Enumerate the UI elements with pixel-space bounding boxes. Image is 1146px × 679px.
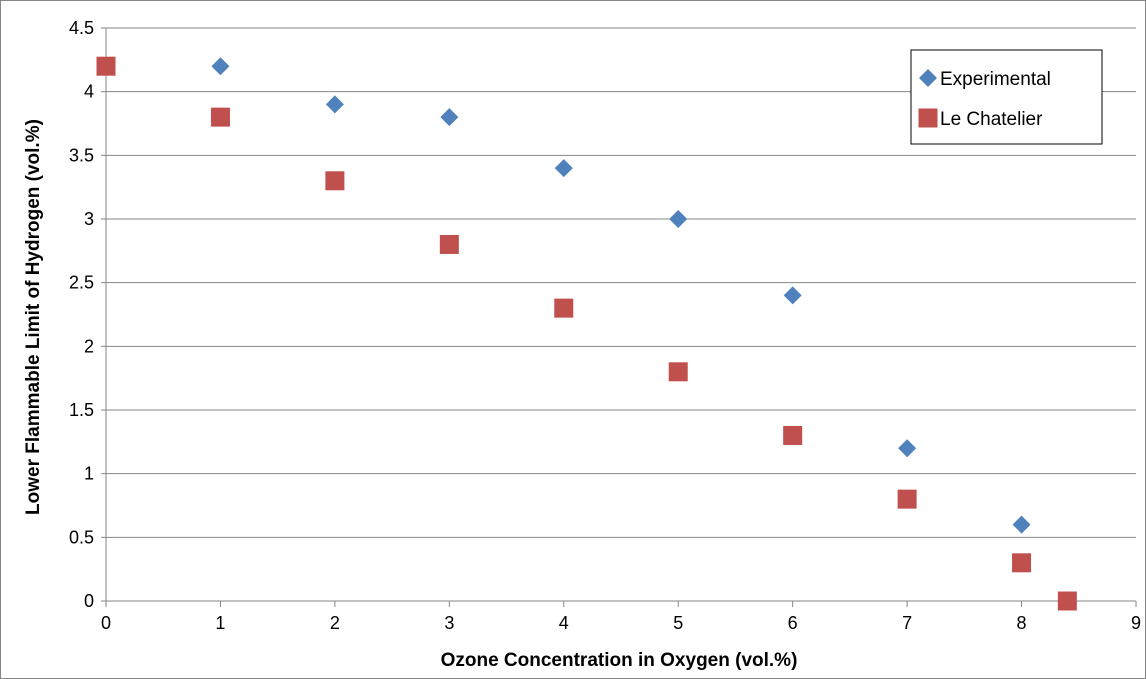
y-tick-label: 4.5 <box>69 18 94 38</box>
y-tick-label: 0 <box>84 591 94 611</box>
data-points <box>96 56 1077 611</box>
x-tick-label: 6 <box>788 613 798 633</box>
le-chatelier-point <box>1057 591 1077 611</box>
x-axis-title: Ozone Concentration in Oxygen (vol.%) <box>441 650 798 671</box>
y-axis-tick-labels: 0 0.5 1 1.5 2 2.5 3 3.5 4 4.5 <box>69 18 94 611</box>
experimental-point <box>554 159 573 178</box>
y-tick-label: 0.5 <box>69 527 94 547</box>
experimental-point <box>440 108 459 127</box>
y-tick-label: 3 <box>84 209 94 229</box>
y-tick-label: 2 <box>84 336 94 356</box>
experimental-point <box>1012 515 1031 534</box>
le-chatelier-point <box>668 362 688 382</box>
y-axis-title: Lower Flammable Limit of Hydrogen (vol.%… <box>23 119 44 515</box>
experimental-point <box>669 210 688 228</box>
le-chatelier-point <box>96 56 116 76</box>
x-tick-label: 4 <box>559 613 569 633</box>
y-tick-label: 4 <box>84 82 94 102</box>
x-tick-label: 3 <box>444 613 454 633</box>
y-tick-label: 1 <box>84 464 94 484</box>
x-tick-label: 0 <box>101 613 111 633</box>
legend-square-marker <box>918 108 938 128</box>
le-chatelier-point <box>783 425 803 445</box>
x-tick-label: 1 <box>215 613 225 633</box>
x-tick-label: 5 <box>673 613 683 633</box>
x-tick-label: 9 <box>1131 613 1141 633</box>
gridlines <box>106 27 1136 538</box>
le-chatelier-point <box>1012 553 1032 573</box>
y-tick-label: 1.5 <box>69 400 94 420</box>
legend-label: Le Chatelier <box>940 109 1043 130</box>
y-tick-label: 3.5 <box>69 145 94 165</box>
axes <box>101 27 1137 607</box>
legend-diamond-marker <box>919 69 937 87</box>
le-chatelier-point <box>439 234 459 254</box>
x-axis-tick-labels: 0 1 2 3 4 5 6 7 8 9 <box>101 613 1141 633</box>
x-tick-label: 8 <box>1017 613 1027 633</box>
le-chatelier-point <box>210 107 230 127</box>
experimental-point <box>325 95 344 114</box>
x-tick-label: 7 <box>902 613 912 633</box>
experimental-point <box>211 57 230 76</box>
experimental-point <box>898 439 917 458</box>
le-chatelier-point <box>325 171 345 191</box>
x-tick-label: 2 <box>330 613 340 633</box>
le-chatelier-point <box>554 298 574 318</box>
le-chatelier-point <box>897 489 917 509</box>
legend-label: Experimental <box>940 69 1051 90</box>
legend: Experimental Le Chatelier <box>910 49 1103 145</box>
experimental-point <box>783 286 802 305</box>
legend-box <box>910 49 1103 145</box>
y-tick-label: 2.5 <box>69 273 94 293</box>
